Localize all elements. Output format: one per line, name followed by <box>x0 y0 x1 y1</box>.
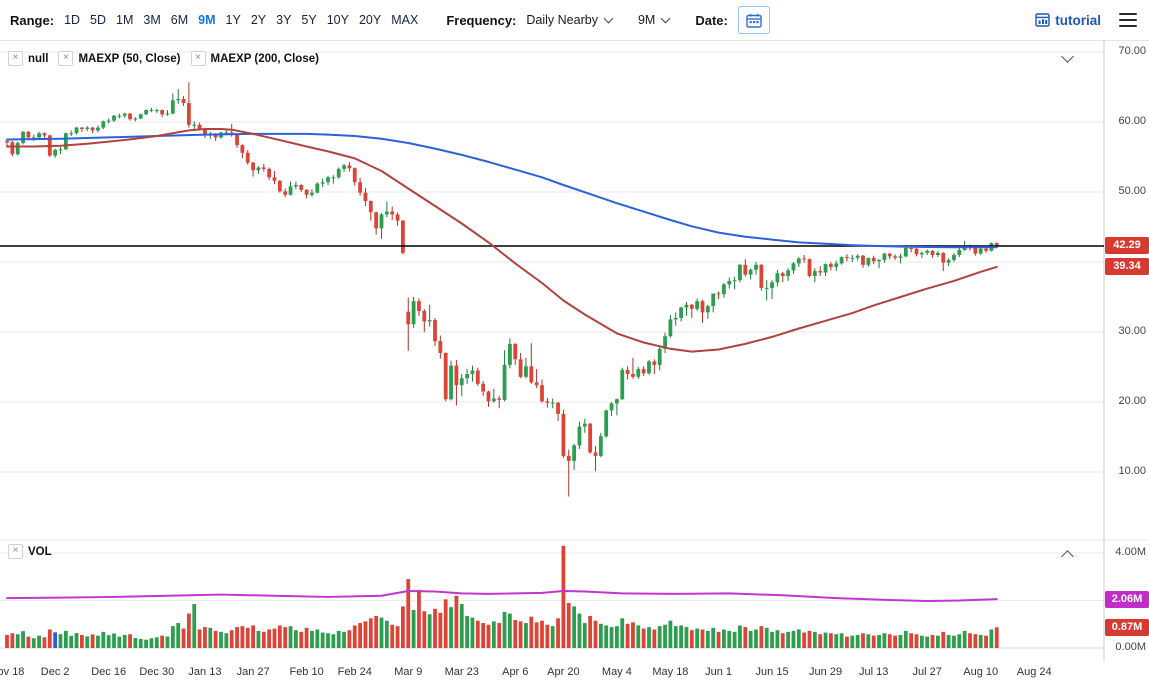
period-value: 9M <box>637 13 656 27</box>
volume-ma-badge: 2.06M <box>1105 590 1149 608</box>
x-axis-label: Mar 9 <box>394 666 423 678</box>
y-axis-label: 20.00 <box>1118 395 1146 407</box>
legend-item: × null <box>8 51 48 66</box>
range-option-3m[interactable]: 3M <box>143 13 161 27</box>
y-axis-label: 70.00 <box>1118 45 1146 57</box>
range-option-9m[interactable]: 9M <box>198 13 216 27</box>
legend-remove-icon[interactable]: × <box>58 51 74 66</box>
range-option-1d[interactable]: 1D <box>64 13 81 27</box>
price-pane-collapse-chevron-down-icon[interactable] <box>1058 49 1076 67</box>
x-axis-label: Mar 23 <box>444 666 479 678</box>
x-axis-label: Dec 16 <box>91 666 127 678</box>
x-axis-label: Jan 27 <box>236 666 270 678</box>
chart-canvas[interactable] <box>0 41 1149 690</box>
toolbar: Range: 1D 5D 1M 3M 6M 9M 1Y 2Y 3Y 5Y 10Y 20Y MAX Fre… <box>0 0 1149 41</box>
range-option-10y[interactable]: 10Y <box>326 13 349 27</box>
x-axis-label: Jul 13 <box>859 666 889 678</box>
y-axis-label: 4.00M <box>1115 546 1146 558</box>
legend-item: × MAEXP (200, Close) <box>190 51 319 66</box>
y-axis-label: 60.00 <box>1118 115 1146 127</box>
x-axis-label: Nov 18 <box>0 666 25 678</box>
chevron-down-icon <box>660 13 671 23</box>
hamburger-menu-icon[interactable] <box>1117 11 1139 30</box>
legend-label: MAEXP (200, Close) <box>210 52 319 65</box>
date-label: Date: <box>695 12 728 28</box>
range-option-2y[interactable]: 2Y <box>250 13 267 27</box>
y-axis-label: 10.00 <box>1118 465 1146 477</box>
x-axis-label: Jun 29 <box>809 666 843 678</box>
range-option-5y[interactable]: 5Y <box>301 13 317 27</box>
legend-item: × MAEXP (50, Close) <box>58 51 181 66</box>
legend-remove-icon[interactable]: × <box>190 51 206 66</box>
range-option-3y[interactable]: 3Y <box>276 13 292 27</box>
volume-pane-expand-chevron-up-icon[interactable] <box>1058 544 1076 563</box>
range-selector: 1D 5D 1M 3M 6M 9M 1Y 2Y 3Y 5Y 10Y 20Y MAX <box>64 13 428 27</box>
x-axis-label: Dec 2 <box>40 666 70 678</box>
tutorial-icon <box>1035 13 1050 27</box>
range-option-6m[interactable]: 6M <box>170 13 189 27</box>
tutorial-label: tutorial <box>1055 12 1101 28</box>
x-axis-label: Feb 10 <box>289 666 324 678</box>
x-axis-label: Apr 6 <box>502 666 529 678</box>
frequency-label: Frequency: <box>446 12 517 28</box>
calendar-icon <box>746 13 762 28</box>
x-axis-label: Aug 10 <box>963 666 999 678</box>
chevron-down-icon <box>603 13 614 23</box>
range-label: Range: <box>10 12 55 28</box>
legend-item: × VOL <box>8 544 52 559</box>
range-option-max[interactable]: MAX <box>391 13 419 27</box>
x-axis-label: May 18 <box>652 666 689 678</box>
legend-remove-icon[interactable]: × <box>8 51 23 66</box>
x-axis-label: Jul 27 <box>912 666 942 678</box>
legend-label: VOL <box>28 545 52 558</box>
x-axis-label: May 4 <box>601 666 632 678</box>
x-axis-label: Jan 13 <box>188 666 222 678</box>
x-axis-label: Jun 1 <box>705 666 733 678</box>
y-axis-label: 50.00 <box>1118 185 1146 197</box>
x-axis-label: Apr 20 <box>547 666 580 678</box>
legend-remove-icon[interactable]: × <box>8 544 23 559</box>
last-price-badge: 42.29 <box>1105 237 1149 255</box>
x-axis-label: Aug 24 <box>1016 666 1052 678</box>
date-picker-button[interactable] <box>737 6 770 34</box>
period-select[interactable]: 9M <box>637 13 671 27</box>
tutorial-button[interactable]: tutorial <box>1035 13 1101 28</box>
y-axis-label: 0.00M <box>1115 641 1146 653</box>
volume-pane-legend: × VOL <box>8 544 52 559</box>
legend-label: null <box>28 52 49 65</box>
x-axis-label: Dec 30 <box>139 666 175 678</box>
legend-label: MAEXP (50, Close) <box>78 52 181 65</box>
range-option-20y[interactable]: 20Y <box>358 13 382 27</box>
chart-area[interactable]: × null × MAEXP (50, Close) × MAEXP (200, Clos… <box>0 41 1149 690</box>
x-axis-label: Feb 24 <box>337 666 372 678</box>
frequency-value: Daily Nearby <box>526 13 598 27</box>
x-axis-label: Jun 15 <box>755 666 789 678</box>
frequency-select[interactable]: Daily Nearby <box>526 13 614 27</box>
ma50-value-badge: 39.34 <box>1105 258 1149 276</box>
last-volume-badge: 0.87M <box>1105 618 1149 636</box>
range-option-1m[interactable]: 1M <box>116 13 134 27</box>
range-option-5d[interactable]: 5D <box>90 13 107 27</box>
range-option-1y[interactable]: 1Y <box>225 13 241 27</box>
y-axis-label: 30.00 <box>1118 325 1146 337</box>
price-pane-legend: × null × MAEXP (50, Close) × MAEXP (200, Clos… <box>8 51 319 66</box>
